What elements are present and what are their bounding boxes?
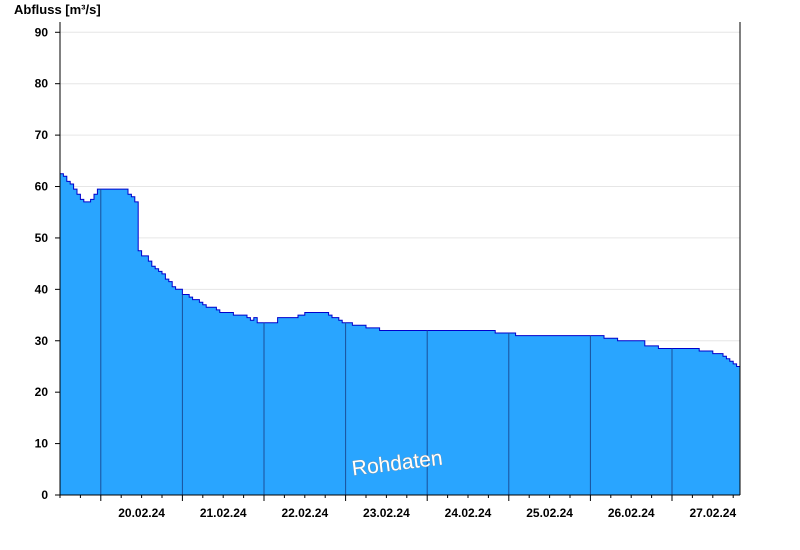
day-separators [100,189,673,495]
y-tick-label: 50 [35,231,49,245]
plot-area [60,173,740,495]
y-tick-label: 60 [35,180,49,194]
y-tick-label: 30 [35,334,49,348]
x-tick-label: 25.02.24 [526,506,573,520]
x-ticks: 20.02.24 21.02.24 22.02.24 23.02.24 24.02.24… [59,495,736,520]
y-tick-label: 80 [35,77,49,91]
y-tick-label: 20 [35,385,49,399]
y-tick-label: 90 [35,25,49,39]
x-tick-label: 27.02.24 [689,506,736,520]
x-tick-label: 22.02.24 [281,506,328,520]
x-tick-label: 21.02.24 [200,506,247,520]
discharge-line [60,173,740,367]
x-tick-label: 23.02.24 [363,506,410,520]
y-tick-label: 40 [35,282,49,296]
axes [59,22,741,496]
x-tick-label: 24.02.24 [445,506,492,520]
y-axis-label: Abfluss [m³/s] [14,2,101,17]
y-tick-label: 10 [35,437,49,451]
x-tick-label: 20.02.24 [118,506,165,520]
discharge-area [60,173,740,495]
y-ticks: 0 10 20 30 40 50 60 70 80 90 [35,25,60,502]
y-tick-label: 0 [41,488,48,502]
y-tick-label: 70 [35,128,49,142]
x-tick-label: 26.02.24 [608,506,655,520]
